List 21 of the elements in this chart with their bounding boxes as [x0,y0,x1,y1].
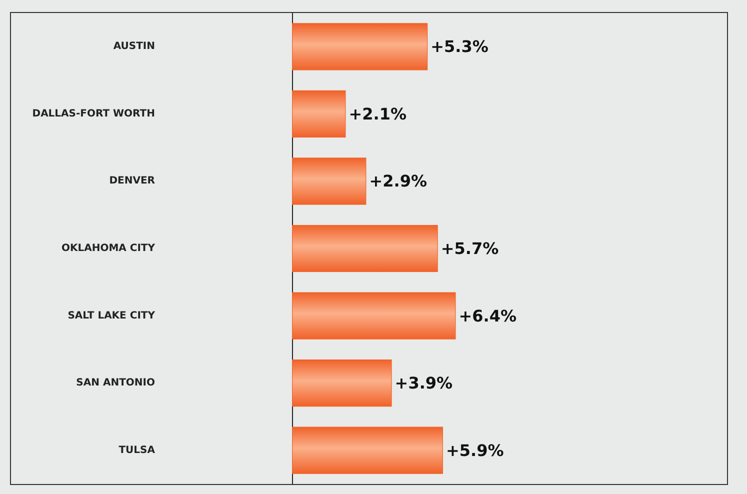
bar [292,224,438,272]
y-tick-label: SALT LAKE CITY [68,310,156,322]
y-tick-label: TULSA [118,444,156,456]
y-tick-label: DENVER [109,176,156,187]
data-label: +5.7% [440,239,499,258]
data-label: +2.9% [369,172,427,191]
bar [292,292,456,340]
data-label: +3.9% [394,374,453,393]
y-tick-label: DALLAS-FORT WORTH [32,108,155,120]
data-label: +5.3% [430,37,488,56]
data-label: +5.9% [446,440,504,460]
y-tick-label: SAN ANTONIO [76,378,155,389]
bar [292,426,443,474]
y-tick-label: AUSTIN [113,41,155,52]
bar [292,158,366,205]
y-tick-label: OKLAHOMA CITY [61,243,156,254]
bar [292,90,346,138]
data-label: +6.4% [458,306,517,326]
data-label: +2.1% [348,104,407,124]
bar [292,360,392,407]
bar [292,23,428,70]
